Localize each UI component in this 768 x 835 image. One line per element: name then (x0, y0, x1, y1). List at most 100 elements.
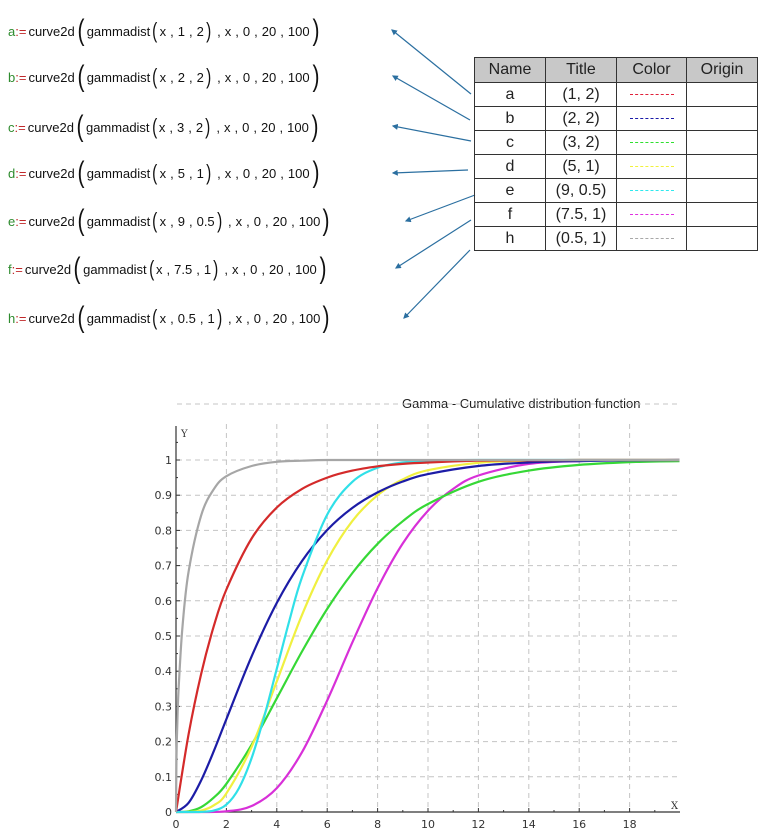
cell-name: d (474, 154, 546, 179)
cell-origin (686, 154, 758, 179)
argument: x (224, 69, 232, 85)
inner-function-name: gammadist (86, 69, 151, 85)
header-origin: Origin (686, 57, 758, 83)
series-line-c (175, 460, 680, 814)
comma: , (242, 261, 247, 277)
close-paren: ) (216, 305, 222, 330)
argument: 100 (287, 69, 310, 85)
y-tick-label: 0.7 (155, 560, 173, 573)
variable-name: h (8, 310, 16, 326)
comma: , (188, 69, 193, 85)
color-swatch (629, 141, 674, 143)
formula-h[interactable]: h:= curve2d(gammadist(x, 0.5, 1), x, 0, 20, 100… (8, 303, 332, 333)
argument: 100 (287, 23, 310, 39)
x-tick-label: 18 (623, 818, 637, 831)
cell-name: f (474, 202, 546, 227)
argument: 100 (298, 213, 321, 229)
comma: , (228, 310, 232, 326)
legend-row-e[interactable]: e (9, 0.5) (474, 178, 758, 203)
argument: x (159, 23, 167, 39)
cell-title: (5, 1) (545, 154, 617, 179)
arrow-c (391, 123, 472, 142)
argument: 2 (195, 119, 204, 135)
comma: , (169, 119, 173, 135)
legend-row-h[interactable]: h (0.5, 1) (474, 226, 758, 251)
argument: x (224, 119, 231, 135)
argument: 0 (242, 119, 250, 135)
open-paren: ( (152, 64, 158, 89)
y-tick-label: 1 (165, 454, 172, 467)
close-paren: ) (322, 301, 330, 334)
close-paren: ) (216, 208, 222, 233)
argument: 7.5 (174, 261, 193, 277)
argument: 20 (261, 165, 277, 181)
color-swatch (629, 237, 674, 239)
y-axis-label: Y (180, 429, 188, 440)
open-paren: ( (77, 14, 85, 47)
comma: , (280, 23, 284, 39)
color-swatch (629, 93, 674, 95)
comma: , (253, 119, 258, 135)
x-tick-label: 16 (572, 818, 586, 831)
argument: 5 (177, 165, 185, 181)
legend-row-f[interactable]: f (7.5, 1) (474, 202, 758, 227)
formula-a[interactable]: a:= curve2d(gammadist(x, 1, 2), x, 0, 20, 100) (8, 16, 322, 46)
formula-e[interactable]: e:= curve2d(gammadist(x, 9, 0.5), x, 0, 20, 100… (8, 206, 332, 236)
cell-title: (3, 2) (545, 130, 617, 155)
argument: x (159, 310, 167, 326)
assign-operator: := (14, 119, 26, 135)
variable-name: c (8, 119, 15, 135)
comma: , (235, 69, 239, 85)
argument: 100 (295, 261, 317, 277)
inner-function-name: gammadist (86, 213, 151, 229)
inner-function-name: gammadist (83, 261, 147, 277)
comma: , (254, 69, 258, 85)
formula-d[interactable]: d:= curve2d(gammadist(x, 5, 1), x, 0, 20, 100) (8, 158, 322, 188)
x-tick-label: 4 (273, 818, 280, 831)
variable-name: e (8, 213, 16, 229)
y-tick-label: 0.1 (155, 771, 173, 784)
y-tick-label: 0.2 (155, 736, 173, 749)
inner-function-name: gammadist (85, 119, 150, 135)
x-tick-label: 14 (522, 818, 536, 831)
comma: , (170, 213, 174, 229)
series-line-b (175, 458, 680, 813)
legend-row-a[interactable]: a (1, 2) (474, 82, 758, 107)
legend-row-d[interactable]: d (5, 1) (474, 154, 758, 179)
argument: 0.5 (177, 310, 196, 326)
function-name: curve2d (28, 213, 75, 229)
argument: 20 (272, 213, 288, 229)
comma: , (170, 310, 174, 326)
formula-f[interactable]: f:= curve2d(gammadist(x, 7.5, 1), x, 0, 20, 100… (8, 254, 329, 284)
legend-row-b[interactable]: b (2, 2) (474, 106, 758, 131)
argument: 1 (177, 23, 185, 39)
cell-origin (686, 130, 758, 155)
formula-b[interactable]: b:= curve2d(gammadist(x, 2, 2), x, 0, 20, 100) (8, 62, 322, 92)
comma: , (170, 23, 174, 39)
comma: , (279, 119, 284, 135)
arrow-a (391, 29, 472, 95)
inner-function-name: gammadist (86, 310, 151, 326)
series-line-h (174, 458, 680, 813)
cell-color (616, 226, 687, 251)
close-paren: ) (213, 256, 219, 281)
assign-operator: := (15, 213, 27, 229)
formula-c[interactable]: c:= curve2d(gammadist(x, 3, 2), x, 0, 20, 100) (8, 112, 321, 142)
argument: x (235, 213, 243, 229)
cell-origin (686, 178, 758, 203)
close-paren: ) (319, 252, 327, 285)
comma: , (264, 213, 269, 229)
comma: , (246, 310, 250, 326)
close-paren: ) (205, 64, 212, 89)
legend-header-row: Name Title Color Origin (474, 57, 758, 83)
x-tick-label: 0 (173, 818, 180, 831)
cell-name: c (474, 130, 546, 155)
function-name: curve2d (28, 165, 75, 181)
arrow-b (391, 75, 471, 121)
comma: , (199, 310, 204, 326)
assign-operator: := (11, 261, 23, 277)
legend-row-c[interactable]: c (3, 2) (474, 130, 758, 155)
comma: , (287, 261, 292, 277)
argument: x (159, 213, 167, 229)
inner-function-name: gammadist (86, 165, 151, 181)
